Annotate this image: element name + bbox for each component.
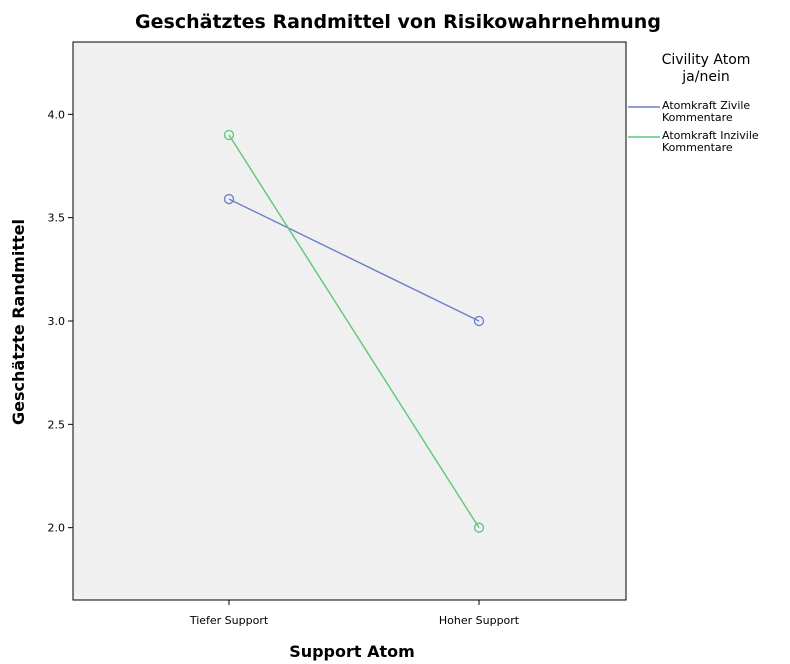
- x-axis-title: Support Atom: [289, 642, 415, 661]
- y-tick-label: 4.0: [48, 108, 66, 121]
- plot-area: [72, 41, 627, 601]
- y-tick-label: 3.0: [48, 315, 66, 328]
- series-line-1: [228, 198, 480, 322]
- y-tick-label: 3.5: [48, 212, 66, 225]
- y-tick-label: 2.0: [48, 522, 66, 535]
- series-layer: [223, 129, 485, 533]
- legend-label-2: Atomkraft Inzivile: [662, 129, 759, 142]
- x-tick-label: Hoher Support: [439, 614, 520, 627]
- series-line-2: [228, 134, 480, 529]
- series-1-point: [473, 315, 485, 327]
- y-tick-label: 2.5: [48, 418, 66, 431]
- legend: Civility Atom ja/nein Atomkraft ZivileKo…: [628, 52, 759, 154]
- legend-title-line-1: Civility Atom: [662, 52, 751, 68]
- y-axis: 2.0 2.5 3.0 3.5 4.0: [48, 108, 73, 535]
- legend-label-1: Atomkraft Zivile: [662, 99, 750, 112]
- legend-title-line-2: ja/nein: [681, 69, 729, 85]
- series-2-point: [223, 129, 235, 141]
- series-1-point: [223, 193, 235, 205]
- y-axis-title: Geschätzte Randmittel: [9, 219, 28, 425]
- series-2-point: [473, 522, 485, 533]
- legend-label-2: Kommentare: [662, 141, 733, 154]
- chart-title: Geschätztes Randmittel von Risikowahrneh…: [135, 11, 661, 33]
- x-tick-label: Tiefer Support: [189, 614, 269, 627]
- x-axis: Tiefer Support Hoher Support: [189, 600, 520, 627]
- legend-label-1: Kommentare: [662, 111, 733, 124]
